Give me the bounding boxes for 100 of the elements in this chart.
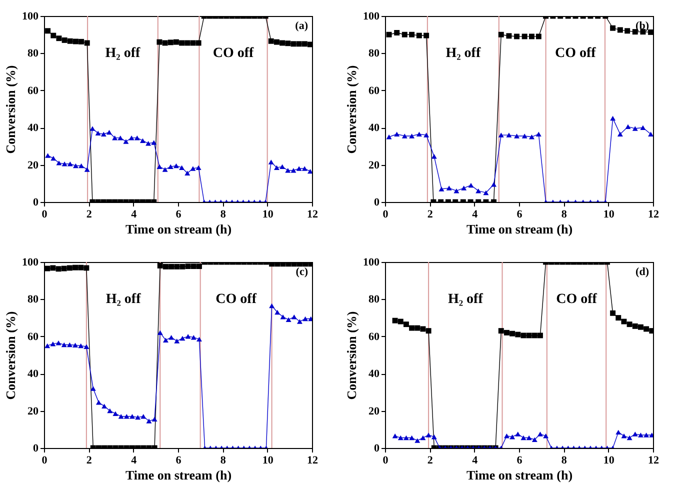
point <box>156 164 162 170</box>
point <box>50 265 56 271</box>
y-tick-label: 80 <box>368 48 380 60</box>
point <box>162 264 168 270</box>
point <box>528 134 534 140</box>
point <box>409 325 415 331</box>
x-tick-label: 12 <box>648 208 660 220</box>
point <box>514 34 520 40</box>
y-tick-label: 0 <box>33 442 39 454</box>
y-axis-title: Conversion (%) <box>344 65 359 154</box>
y-tick-label: 80 <box>28 294 39 306</box>
point <box>392 434 398 438</box>
point <box>536 34 542 40</box>
point <box>536 132 542 136</box>
point <box>483 190 489 196</box>
point <box>123 139 129 144</box>
y-tick-label: 0 <box>33 196 39 208</box>
point <box>504 434 510 438</box>
point <box>431 154 437 159</box>
point <box>621 318 627 324</box>
x-tick-label: 0 <box>382 454 389 466</box>
point <box>112 411 118 416</box>
point <box>515 432 521 436</box>
point <box>537 332 543 338</box>
point <box>420 326 426 332</box>
point <box>416 132 422 136</box>
point <box>168 264 174 270</box>
point <box>112 135 118 140</box>
point <box>296 319 302 324</box>
point <box>146 418 152 424</box>
point <box>62 162 68 166</box>
point <box>504 330 510 336</box>
point <box>179 40 185 46</box>
point <box>62 37 68 43</box>
point <box>290 168 296 173</box>
point <box>438 186 444 192</box>
point <box>90 126 96 131</box>
point <box>190 40 196 46</box>
x-tick-label: 2 <box>86 208 92 220</box>
point <box>617 132 623 136</box>
x-axis-title: Time on stream (h) <box>125 468 232 482</box>
point <box>56 160 62 166</box>
point <box>394 30 400 36</box>
point <box>476 188 482 194</box>
x-tick-label: 2 <box>427 208 434 220</box>
point <box>307 42 312 48</box>
y-tick-label: 0 <box>374 196 380 208</box>
x-tick-label: 0 <box>382 208 389 220</box>
point <box>644 432 650 438</box>
point <box>468 182 474 188</box>
y-axis-title: Conversion (%) <box>344 311 359 400</box>
point <box>190 264 196 270</box>
annotation: (d) <box>636 266 650 278</box>
y-tick-label: 100 <box>363 10 380 22</box>
x-tick-label: 12 <box>307 208 318 220</box>
point <box>616 430 622 435</box>
point <box>424 32 430 38</box>
point <box>185 264 191 270</box>
point <box>135 414 141 420</box>
point <box>648 132 653 136</box>
point <box>302 41 308 47</box>
point <box>624 28 630 34</box>
point <box>180 336 186 341</box>
point <box>84 344 90 349</box>
point <box>638 324 644 330</box>
x-axis-title: Time on stream (h) <box>466 222 573 236</box>
point <box>72 264 78 270</box>
annotation: (a) <box>295 20 308 32</box>
point <box>528 34 534 40</box>
point <box>173 163 179 168</box>
point <box>431 434 437 440</box>
point <box>632 432 638 436</box>
x-tick-label: 12 <box>307 454 318 466</box>
point <box>128 135 134 140</box>
point <box>78 163 84 168</box>
point <box>280 314 286 320</box>
point <box>84 265 90 271</box>
point <box>510 434 516 440</box>
y-tick-label: 60 <box>368 84 380 97</box>
x-tick-label: 2 <box>86 454 92 466</box>
y-tick-label: 20 <box>368 405 380 418</box>
annotation: (c) <box>296 266 308 278</box>
point <box>84 40 90 46</box>
point <box>414 438 420 443</box>
point <box>168 334 174 340</box>
point <box>290 41 296 47</box>
point <box>402 134 408 138</box>
point <box>61 266 67 272</box>
point <box>626 322 632 328</box>
point <box>96 400 102 405</box>
point <box>394 132 400 136</box>
point <box>514 134 520 138</box>
point <box>461 186 467 190</box>
point <box>162 338 168 342</box>
point <box>173 39 179 45</box>
x-tick-label: 2 <box>427 454 434 466</box>
point <box>118 414 124 419</box>
point <box>420 435 426 440</box>
annotation: H₂ off <box>105 46 141 62</box>
y-tick-label: 40 <box>28 368 39 380</box>
